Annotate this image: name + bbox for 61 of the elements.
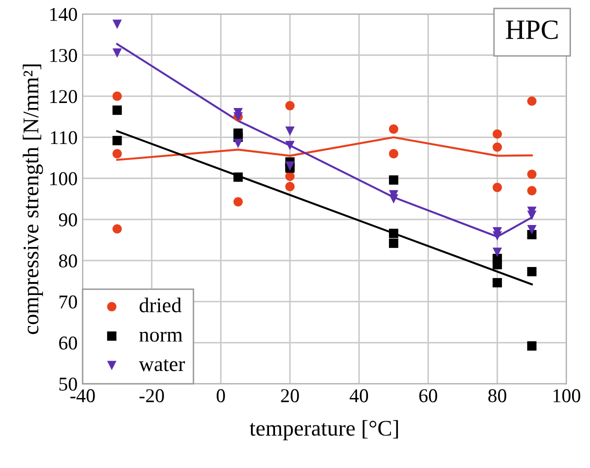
x-tick-label: 20 — [281, 389, 299, 402]
point — [527, 210, 536, 220]
point — [112, 149, 122, 158]
point — [492, 142, 502, 152]
point — [285, 126, 295, 136]
point — [492, 231, 502, 241]
y-tick-label: 70 — [60, 295, 77, 309]
point — [527, 96, 536, 106]
y-tick-label: 80 — [59, 254, 77, 268]
y-tick-label: 60 — [59, 336, 77, 350]
point — [492, 248, 502, 257]
point — [285, 172, 295, 181]
y-tick-label: 100 — [50, 172, 77, 186]
x-tick-label: -20 — [139, 389, 164, 402]
point — [388, 228, 398, 238]
point — [112, 92, 122, 101]
y-tick-label: 50 — [59, 378, 77, 391]
y-tick-label: 110 — [51, 131, 77, 144]
point — [112, 224, 122, 234]
point — [492, 260, 502, 270]
point — [112, 136, 122, 146]
y-tick-label: 130 — [50, 48, 77, 62]
x-axis-title: temperature [°C] — [250, 420, 398, 440]
point — [527, 225, 536, 234]
point — [388, 238, 398, 248]
point — [388, 124, 398, 134]
point — [388, 149, 398, 158]
point — [233, 197, 243, 206]
line-series — [116, 136, 533, 161]
x-tick-label: 100 — [554, 389, 580, 402]
point — [112, 106, 122, 115]
y-tick-label: 90 — [58, 213, 77, 226]
x-tick-label: 40 — [350, 389, 368, 402]
point — [527, 170, 536, 179]
point — [527, 341, 536, 351]
point — [527, 266, 536, 276]
y-tick-label: 140 — [50, 8, 77, 21]
legend-label: norm — [139, 332, 182, 342]
point — [285, 182, 295, 192]
x-tick-label: 0 — [216, 389, 225, 402]
x-tick-label: 80 — [488, 389, 506, 402]
point — [233, 138, 243, 148]
point — [492, 182, 502, 192]
point — [112, 48, 122, 58]
x-tick-label: -40 — [70, 389, 95, 402]
point — [112, 20, 122, 29]
point — [527, 186, 536, 196]
point — [527, 230, 536, 240]
legend-label: dried — [140, 298, 182, 312]
point — [233, 172, 243, 182]
point — [492, 278, 502, 288]
point — [388, 194, 398, 204]
point — [492, 129, 502, 139]
y-axis-title: compressive strength [N/mm²] — [22, 64, 44, 334]
annotation: HPC — [506, 20, 558, 40]
x-tick-label: 60 — [419, 389, 438, 402]
point — [285, 140, 295, 150]
legend-label: water — [138, 359, 185, 372]
y-tick-label: 120 — [50, 90, 77, 104]
point — [285, 100, 295, 110]
point — [388, 175, 398, 185]
